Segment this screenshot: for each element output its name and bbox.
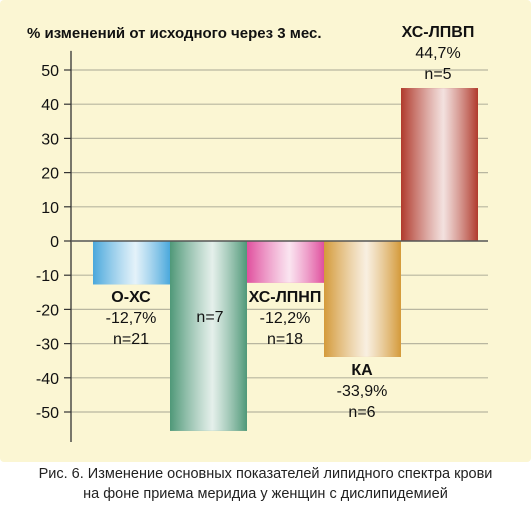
y-tick-label: 10 [41, 200, 59, 217]
y-tick-label: -10 [36, 268, 59, 285]
data-label: n=18 [267, 331, 303, 348]
bar [401, 88, 478, 241]
data-label: 44,7% [415, 45, 460, 62]
data-label: -12,2% [260, 310, 311, 327]
y-tick-label: -30 [36, 337, 59, 354]
data-label: О-ХС [111, 289, 151, 306]
y-tick-label: 30 [41, 131, 59, 148]
chart-title: % изменений от исходного через 3 мес. [27, 25, 322, 42]
bar [324, 241, 401, 357]
data-label: -33,9% [337, 383, 388, 400]
data-label: -12,7% [106, 310, 157, 327]
bar [247, 241, 324, 283]
y-tick-label: 50 [41, 63, 59, 80]
caption-line-2: на фоне приема меридиа у женщин с дислип… [83, 486, 448, 502]
bar [170, 241, 247, 431]
y-tick-label: 40 [41, 97, 59, 114]
data-label: n=7 [196, 309, 223, 326]
bar-chart: 50 40 30 20 10 0 -10 -20 -30 -40 -50 О-ХС -12,7% n=2… [0, 0, 531, 462]
y-tick-label: -20 [36, 302, 59, 319]
data-label: КА [351, 362, 373, 379]
figure-caption: Рис. 6. Изменение основных показателей л… [0, 464, 531, 504]
data-label: n=21 [113, 331, 149, 348]
y-tick-label: -50 [36, 405, 59, 422]
data-label: n=5 [424, 66, 451, 83]
y-tick-label: 20 [41, 166, 59, 183]
data-label: ХС-ЛПВП [402, 24, 475, 41]
y-tick-label: 0 [50, 234, 59, 251]
data-label: ХС-ЛПНП [249, 289, 322, 306]
y-tick-label: -40 [36, 371, 59, 388]
data-label: n=6 [348, 404, 375, 421]
bar [93, 241, 170, 285]
caption-line-1: Рис. 6. Изменение основных показателей л… [38, 466, 493, 482]
